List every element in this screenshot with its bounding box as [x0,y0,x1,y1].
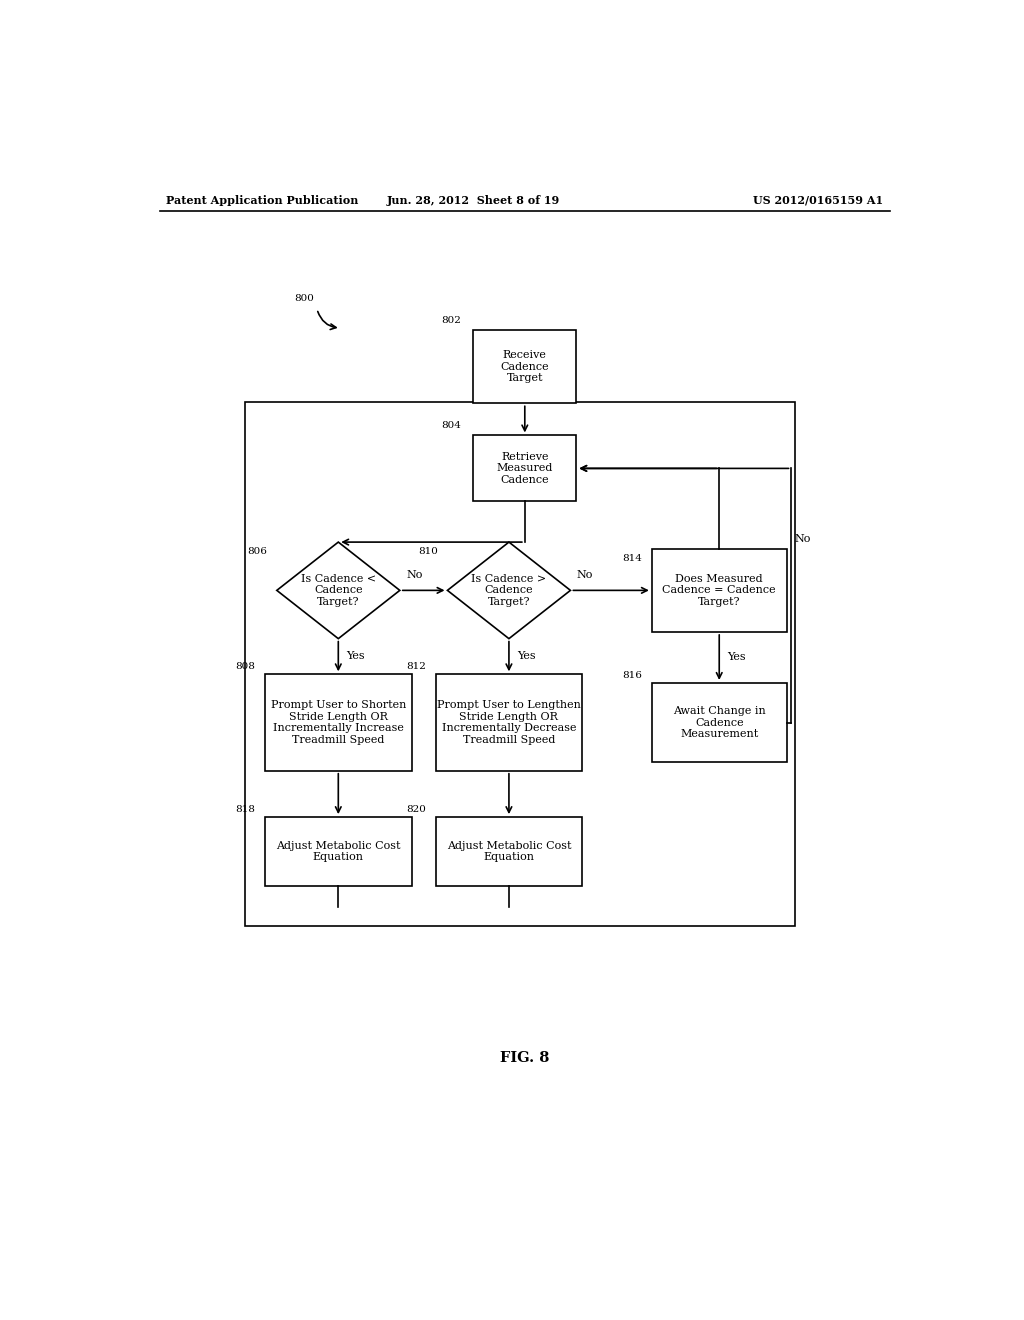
Text: 802: 802 [441,315,461,325]
Text: Is Cadence <
Cadence
Target?: Is Cadence < Cadence Target? [301,574,376,607]
Bar [435,675,583,771]
Text: Patent Application Publication: Patent Application Publication [166,194,358,206]
Bar [435,817,583,886]
Text: 810: 810 [418,548,438,556]
Text: Does Measured
Cadence = Cadence
Target?: Does Measured Cadence = Cadence Target? [663,574,776,607]
Text: No: No [577,570,593,581]
Bar [473,436,577,502]
Text: 820: 820 [407,805,426,814]
Text: Yes: Yes [727,652,745,663]
Text: 804: 804 [441,421,461,430]
Text: 814: 814 [623,554,642,562]
Text: Receive
Cadence
Target: Receive Cadence Target [501,350,549,383]
Bar [265,817,412,886]
Bar [246,403,795,925]
Text: 806: 806 [248,548,267,556]
Text: 818: 818 [236,805,255,814]
Text: 800: 800 [295,294,314,304]
Text: Await Change in
Cadence
Measurement: Await Change in Cadence Measurement [673,706,766,739]
Text: Prompt User to Lengthen
Stride Length OR
Incrementally Decrease
Treadmill Speed: Prompt User to Lengthen Stride Length OR… [437,700,581,744]
Text: US 2012/0165159 A1: US 2012/0165159 A1 [754,194,884,206]
Text: No: No [795,533,811,544]
Text: Jun. 28, 2012  Sheet 8 of 19: Jun. 28, 2012 Sheet 8 of 19 [387,194,560,206]
Text: Retrieve
Measured
Cadence: Retrieve Measured Cadence [497,451,553,484]
Text: FIG. 8: FIG. 8 [500,1051,550,1065]
Text: Adjust Metabolic Cost
Equation: Adjust Metabolic Cost Equation [276,841,400,862]
Text: Prompt User to Shorten
Stride Length OR
Incrementally Increase
Treadmill Speed: Prompt User to Shorten Stride Length OR … [270,700,406,744]
Bar [652,682,786,762]
Text: 808: 808 [236,663,255,671]
Text: Yes: Yes [346,652,365,661]
Polygon shape [447,543,570,639]
Text: 812: 812 [407,663,426,671]
Bar [473,330,577,404]
Text: Yes: Yes [517,652,536,661]
Text: Is Cadence >
Cadence
Target?: Is Cadence > Cadence Target? [471,574,547,607]
Bar [652,549,786,632]
Polygon shape [276,543,399,639]
Bar [265,675,412,771]
Text: 816: 816 [623,671,642,680]
Text: No: No [407,570,423,581]
Text: Adjust Metabolic Cost
Equation: Adjust Metabolic Cost Equation [446,841,571,862]
